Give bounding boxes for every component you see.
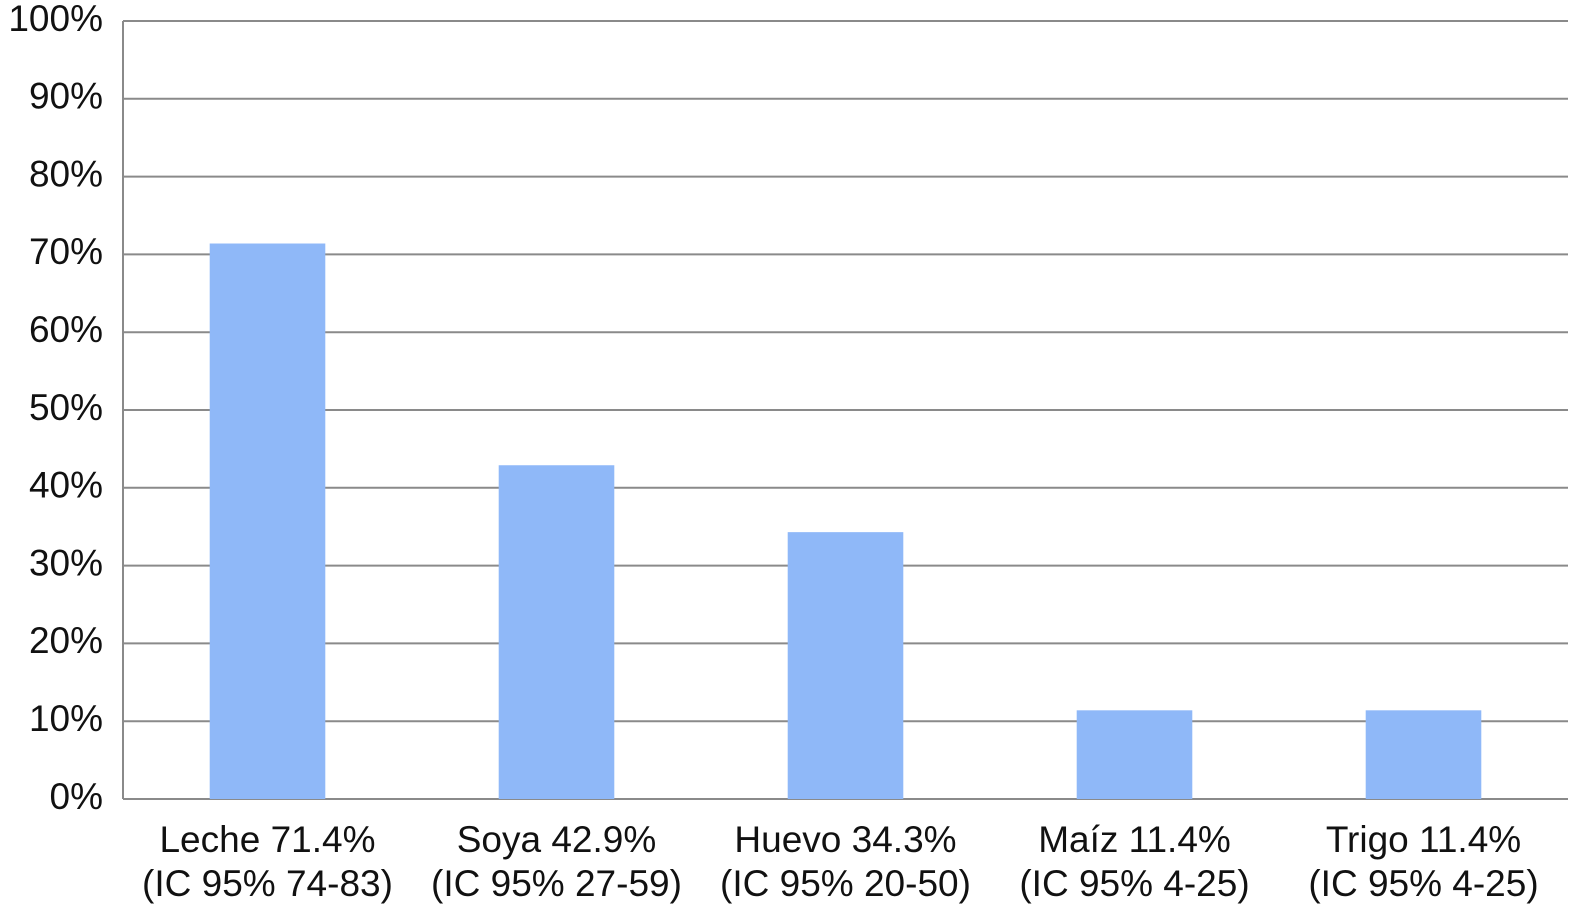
y-tick-label: 60% — [29, 309, 103, 350]
x-tick-label: (IC 95% 4-25) — [1308, 863, 1538, 904]
y-tick-label: 20% — [29, 620, 103, 661]
y-tick-label: 100% — [8, 0, 103, 39]
y-tick-label: 50% — [29, 387, 103, 428]
bar — [209, 243, 326, 799]
y-tick-label: 40% — [29, 465, 103, 506]
y-tick-label: 10% — [29, 698, 103, 739]
bar — [787, 532, 904, 799]
y-tick-label: 0% — [50, 776, 103, 817]
bar — [1076, 710, 1193, 799]
bar — [1365, 710, 1482, 799]
x-tick-label: Leche 71.4% — [159, 819, 375, 860]
y-tick-label: 70% — [29, 231, 103, 272]
x-tick-label: (IC 95% 27-59) — [431, 863, 682, 904]
bar — [498, 465, 615, 799]
y-tick-label: 80% — [29, 153, 103, 194]
x-tick-label: Maíz 11.4% — [1038, 819, 1231, 860]
x-tick-label: Soya 42.9% — [457, 819, 657, 860]
x-tick-label: (IC 95% 20-50) — [720, 863, 971, 904]
x-tick-label: (IC 95% 74-83) — [142, 863, 393, 904]
x-tick-label: (IC 95% 4-25) — [1019, 863, 1249, 904]
x-tick-label: Huevo 34.3% — [734, 819, 956, 860]
y-tick-label: 30% — [29, 542, 103, 583]
y-tick-label: 90% — [29, 76, 103, 117]
x-tick-label: Trigo 11.4% — [1326, 819, 1521, 860]
